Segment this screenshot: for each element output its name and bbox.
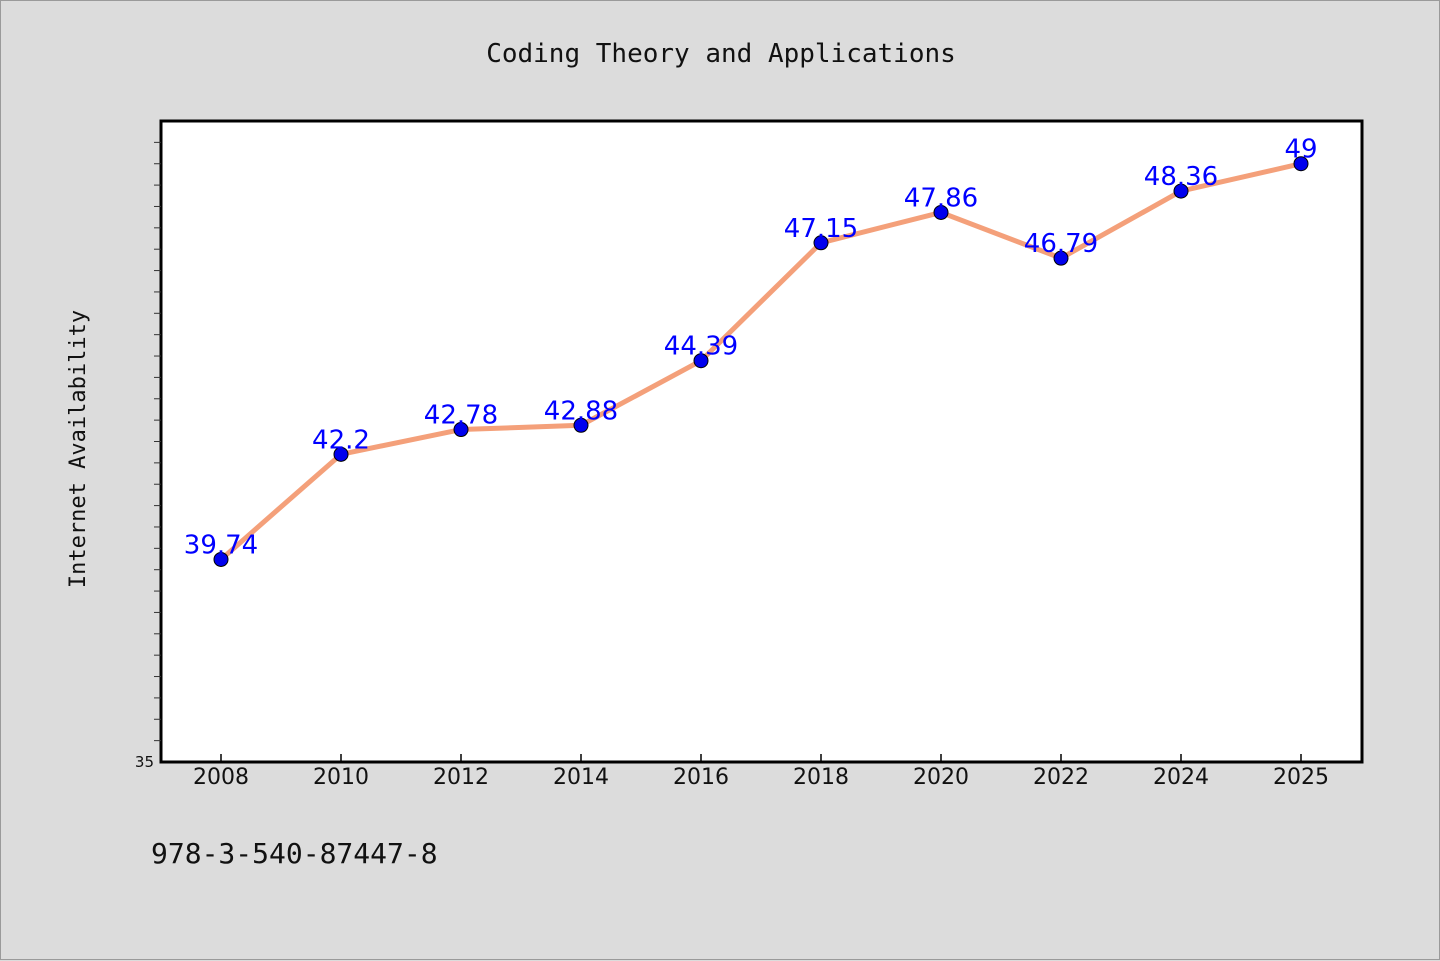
data-point: [693, 353, 709, 369]
data-point: [813, 235, 829, 251]
data-point: [1173, 183, 1189, 199]
data-point: [333, 446, 349, 462]
data-point: [453, 422, 469, 438]
data-label: 44.39: [664, 332, 738, 362]
x-tick-label: 2012: [433, 765, 489, 790]
x-tick-label: 2018: [793, 765, 849, 790]
series-markers: [213, 156, 1309, 567]
x-tick-label: 2025: [1273, 765, 1329, 790]
series-line: [218, 161, 1304, 562]
chart-title: Coding Theory and Applications: [486, 39, 956, 69]
data-point: [933, 204, 949, 220]
x-tick-label: 2008: [193, 765, 249, 790]
x-tick-label: 2016: [673, 765, 729, 790]
data-label: 42.78: [424, 401, 498, 431]
data-label: 46.79: [1024, 229, 1098, 259]
data-point: [213, 551, 229, 567]
x-axis: 2008 2010 2012 2014 2016 2018 2020 2022 2024 2025: [193, 754, 1329, 790]
y-tick-label-min: 35: [135, 753, 154, 771]
data-labels: 39.74 42.2 42.78 42.88 44.39 47.15 47.86 46.79 4…: [184, 135, 1318, 561]
data-label: 48.36: [1144, 162, 1218, 192]
data-label: 47.15: [784, 214, 858, 244]
data-point: [1293, 156, 1309, 172]
data-label: 39.74: [184, 530, 258, 560]
y-axis-label: Internet Availability: [66, 310, 91, 588]
data-label: 42.88: [544, 396, 618, 426]
plot-area: [159, 119, 1364, 764]
y-axis-ticks: [154, 141, 161, 742]
data-point: [1053, 250, 1069, 266]
x-tick-label: 2022: [1033, 765, 1089, 790]
data-point: [573, 417, 589, 433]
x-tick-label: 2020: [913, 765, 969, 790]
isbn-footer: 978-3-540-87447-8: [151, 837, 438, 870]
data-label: 49: [1284, 135, 1317, 165]
x-tick-label: 2024: [1153, 765, 1209, 790]
x-tick-label: 2010: [313, 765, 369, 790]
data-label: 42.2: [312, 425, 370, 455]
data-label: 47.86: [904, 183, 978, 213]
x-tick-label: 2014: [553, 765, 609, 790]
